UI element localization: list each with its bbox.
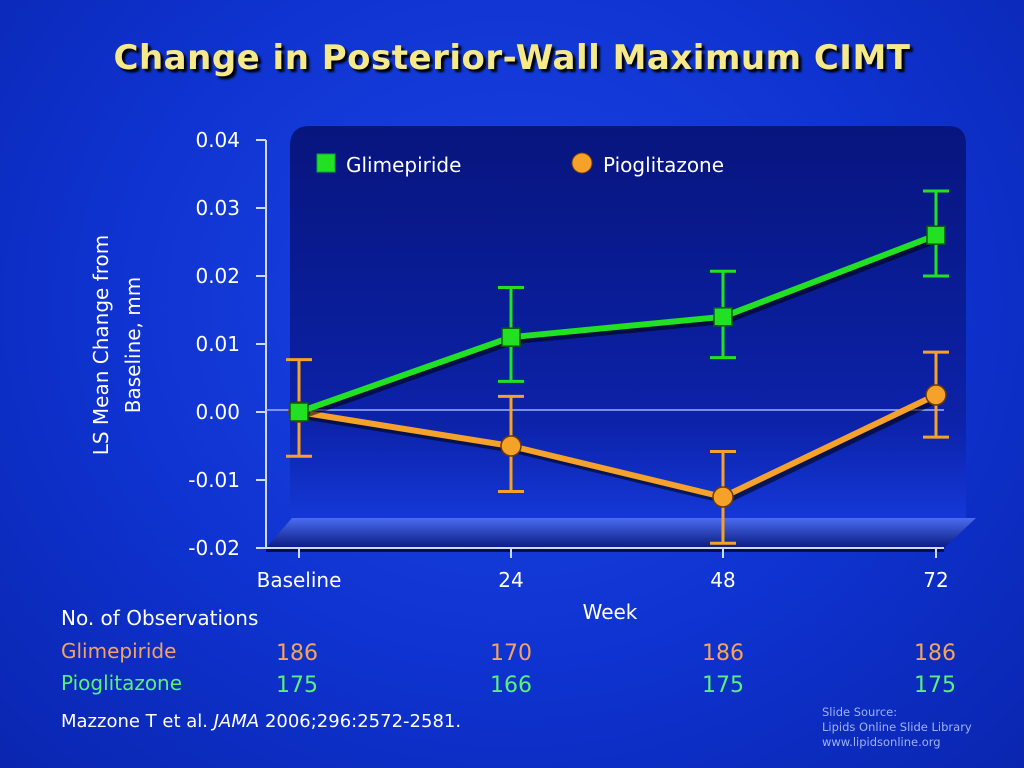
obs-pioglitazone-24: 166 [490, 673, 532, 698]
citation-ref: 2006;296:2572-2581. [264, 711, 462, 732]
x-ticks: Baseline 24 48 72 [257, 548, 949, 592]
y-tick-label: 0.01 [195, 332, 240, 356]
series-glimepiride-point [926, 225, 946, 245]
slide-title: Change in Posterior-Wall Maximum CIMT [113, 38, 911, 78]
y-tick-label: 0.02 [195, 264, 240, 288]
citation-journal: JAMA [213, 711, 260, 732]
obs-pioglitazone-48: 175 [702, 673, 744, 698]
citation-authors: Mazzone T et al. [61, 711, 208, 732]
citation: Mazzone T et al. JAMA 2006;296:2572-2581… [61, 711, 461, 732]
series-pioglitazone-point [925, 384, 947, 406]
y-tick-label: 0.03 [195, 196, 240, 220]
series-glimepiride-point [501, 327, 521, 347]
x-tick-label: Baseline [257, 568, 342, 592]
legend-glimepiride-label: Glimepiride [346, 153, 461, 177]
series-layer [286, 189, 949, 545]
series-glimepiride-point [713, 307, 733, 327]
series-pioglitazone-line [298, 392, 938, 500]
source-line1: Slide Source: [822, 705, 898, 719]
series-glimepiride [289, 189, 949, 422]
series-glimepiride-point [289, 402, 309, 422]
plot-floor [266, 518, 976, 548]
legend-pioglitazone-marker [571, 152, 593, 174]
series-glimepiride-shadow [301, 236, 941, 419]
source-line3: www.lipidsonline.org [822, 735, 941, 749]
y-axis-label-line1: LS Mean Change from [89, 235, 113, 456]
y-axis-label-line2: Baseline, mm [121, 277, 145, 413]
observations-pioglitazone-label: Pioglitazone [61, 671, 183, 695]
obs-pioglitazone-72: 175 [914, 673, 956, 698]
x-axis-label: Week [583, 600, 638, 624]
obs-pioglitazone-baseline: 175 [276, 673, 318, 698]
series-pioglitazone-point [500, 435, 522, 457]
legend-glimepiride-marker [316, 153, 336, 173]
obs-glimepiride-72: 186 [914, 641, 956, 666]
source-line2: Lipids Online Slide Library [822, 720, 972, 734]
y-ticks: 0.04 0.03 0.02 0.01 0.00 -0.01 -0.02 [188, 128, 266, 560]
obs-glimepiride-48: 186 [702, 641, 744, 666]
series-pioglitazone-shadow [301, 396, 941, 505]
x-tick-label: 48 [710, 568, 735, 592]
slide-source: Slide Source: Lipids Online Slide Librar… [822, 705, 972, 750]
series-pioglitazone-point [712, 486, 734, 508]
y-tick-label: -0.02 [188, 536, 240, 560]
y-tick-label: 0.04 [195, 128, 240, 152]
observations-glimepiride-label: Glimepiride [61, 639, 177, 663]
y-tick-label: 0.00 [195, 400, 240, 424]
series-glimepiride-line [298, 232, 938, 415]
x-tick-label: 72 [923, 568, 948, 592]
y-tick-label: -0.01 [188, 468, 240, 492]
legend: Glimepiride Pioglitazone [316, 152, 724, 177]
obs-glimepiride-baseline: 186 [276, 641, 318, 666]
obs-glimepiride-24: 170 [490, 641, 532, 666]
observations-title: No. of Observations [61, 606, 259, 630]
legend-pioglitazone-label: Pioglitazone [603, 153, 724, 177]
x-tick-label: 24 [498, 568, 523, 592]
